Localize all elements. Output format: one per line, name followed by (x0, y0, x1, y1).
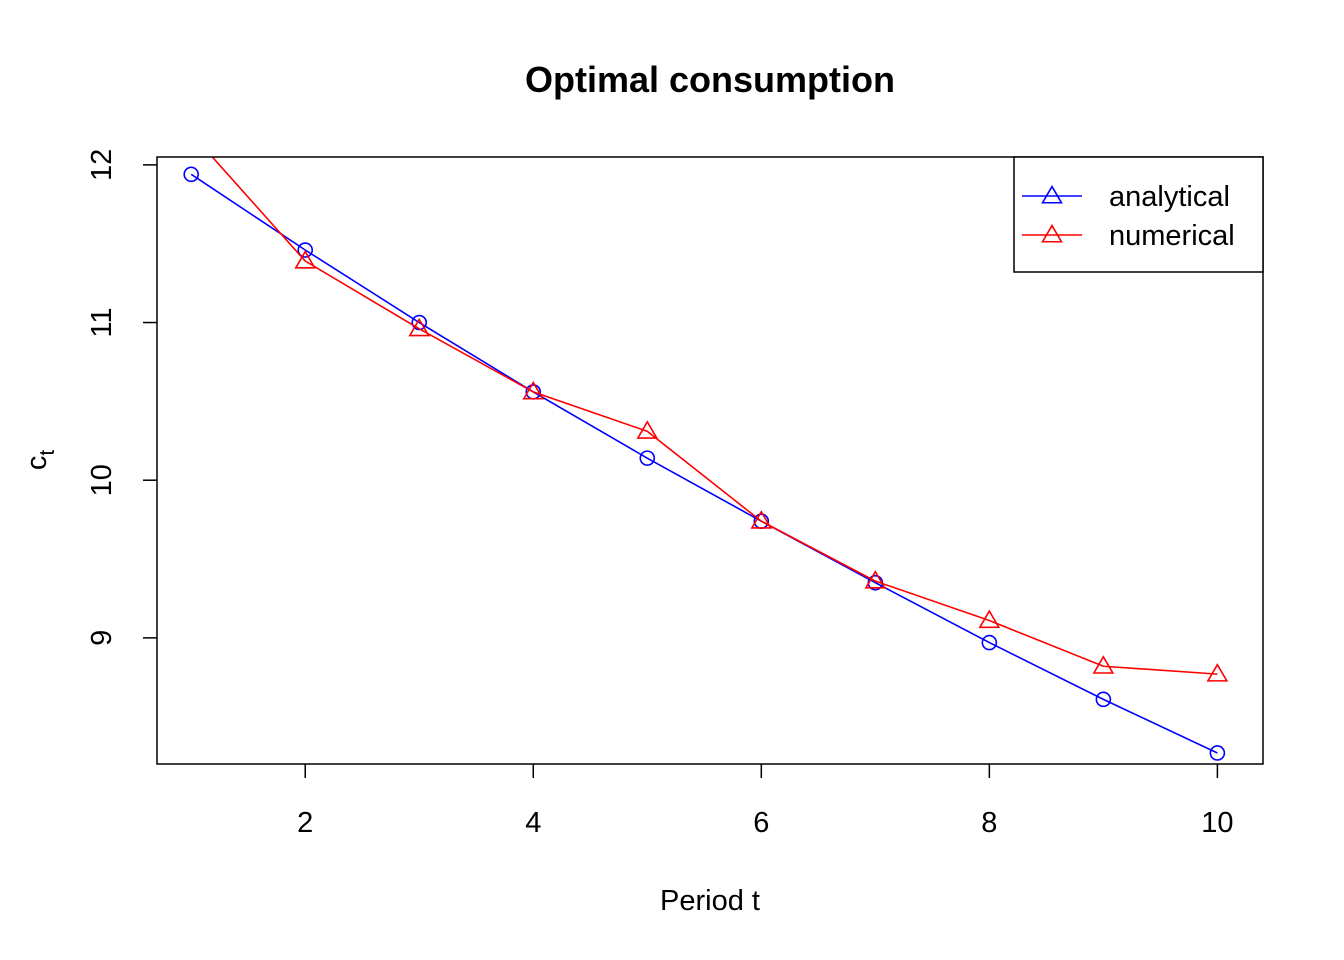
data-point-analytical (183, 166, 200, 183)
plot-frame (156, 156, 1264, 765)
y-axis-label-base: c (21, 456, 53, 471)
data-point-numerical (522, 380, 545, 400)
data-point-numerical (978, 609, 1001, 629)
data-point-numerical (750, 510, 773, 529)
data-point-numerical (636, 420, 659, 439)
x-axis-label: Period t (660, 885, 760, 917)
data-point-numerical (864, 570, 887, 589)
series-line-numerical (211, 157, 1218, 675)
x-axis-ticks: 2 4 6 8 10 (297, 764, 1234, 839)
legend-item-analytical: analytical (1022, 181, 1230, 213)
data-point-numerical (294, 250, 317, 269)
legend-label: numerical (1109, 220, 1235, 252)
x-tick-label: 6 (753, 807, 769, 839)
data-point-numerical (1092, 655, 1115, 674)
x-tick-label: 8 (981, 807, 997, 839)
chart-title: Optimal consumption (525, 59, 895, 100)
data-point-analytical (1209, 745, 1226, 761)
legend-box (1013, 156, 1264, 273)
y-axis-label: ct (21, 450, 59, 471)
y-tick-label: 12 (86, 149, 118, 181)
svg-text:ct: ct (21, 450, 59, 471)
series-numerical (182, 124, 1229, 682)
plot-area (182, 124, 1229, 761)
y-axis-ticks: 9 10 11 12 (86, 149, 157, 646)
legend-marker (1041, 184, 1063, 204)
data-point-analytical (981, 634, 998, 651)
data-point-analytical (297, 242, 314, 258)
legend-label: analytical (1109, 181, 1230, 213)
data-point-numerical (408, 317, 431, 337)
y-axis-label-subscript: t (36, 450, 59, 456)
y-tick-label: 9 (86, 630, 118, 646)
series-line-analytical (190, 173, 1218, 754)
data-point-numerical (182, 124, 201, 140)
x-tick-label: 2 (297, 807, 313, 839)
y-tick-label: 11 (86, 307, 118, 337)
x-tick-label: 4 (525, 807, 541, 839)
data-point-numerical (1206, 663, 1229, 682)
legend-marker (1041, 223, 1063, 243)
legend-item-numerical: numerical (1022, 220, 1235, 252)
data-point-analytical (639, 450, 656, 466)
x-tick-label: 10 (1201, 807, 1233, 839)
y-tick-label: 10 (86, 464, 118, 496)
data-point-analytical (1095, 691, 1112, 708)
legend: analytical numerical (1013, 156, 1264, 273)
